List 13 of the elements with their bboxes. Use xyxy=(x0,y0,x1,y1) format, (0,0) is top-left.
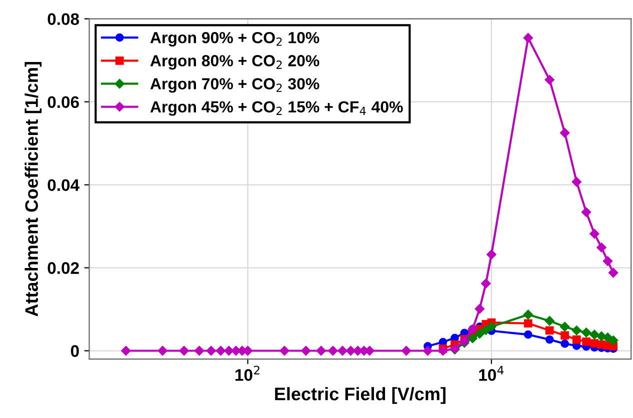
x-axis-title: Electric Field [V/cm] xyxy=(275,387,446,404)
y-tick-label: 0.06 xyxy=(48,96,79,108)
y-tick-label: 0.02 xyxy=(48,262,79,274)
legend-label: Argon 90% + CO$_{2}$ 10% xyxy=(150,32,320,47)
y-tick-label: 0.04 xyxy=(48,179,80,191)
legend-label: Argon 80% + CO$_{2}$ 20% xyxy=(150,55,320,70)
legend-label: Argon 45% + CO$_{2}$ 15% + CF$_{4}$ 40% xyxy=(150,101,403,116)
legend-label: Argon 70% + CO$_{2}$ 30% xyxy=(150,78,320,93)
x-tick-label: 10$^{2}$ xyxy=(235,366,260,381)
y-axis-title: Attachment Coefficient [1/cm] xyxy=(24,62,42,316)
y-tick-label: 0.08 xyxy=(48,13,80,26)
x-tick-label: 10$^{4}$ xyxy=(479,366,504,381)
y-tick-label: 0 xyxy=(70,345,79,357)
